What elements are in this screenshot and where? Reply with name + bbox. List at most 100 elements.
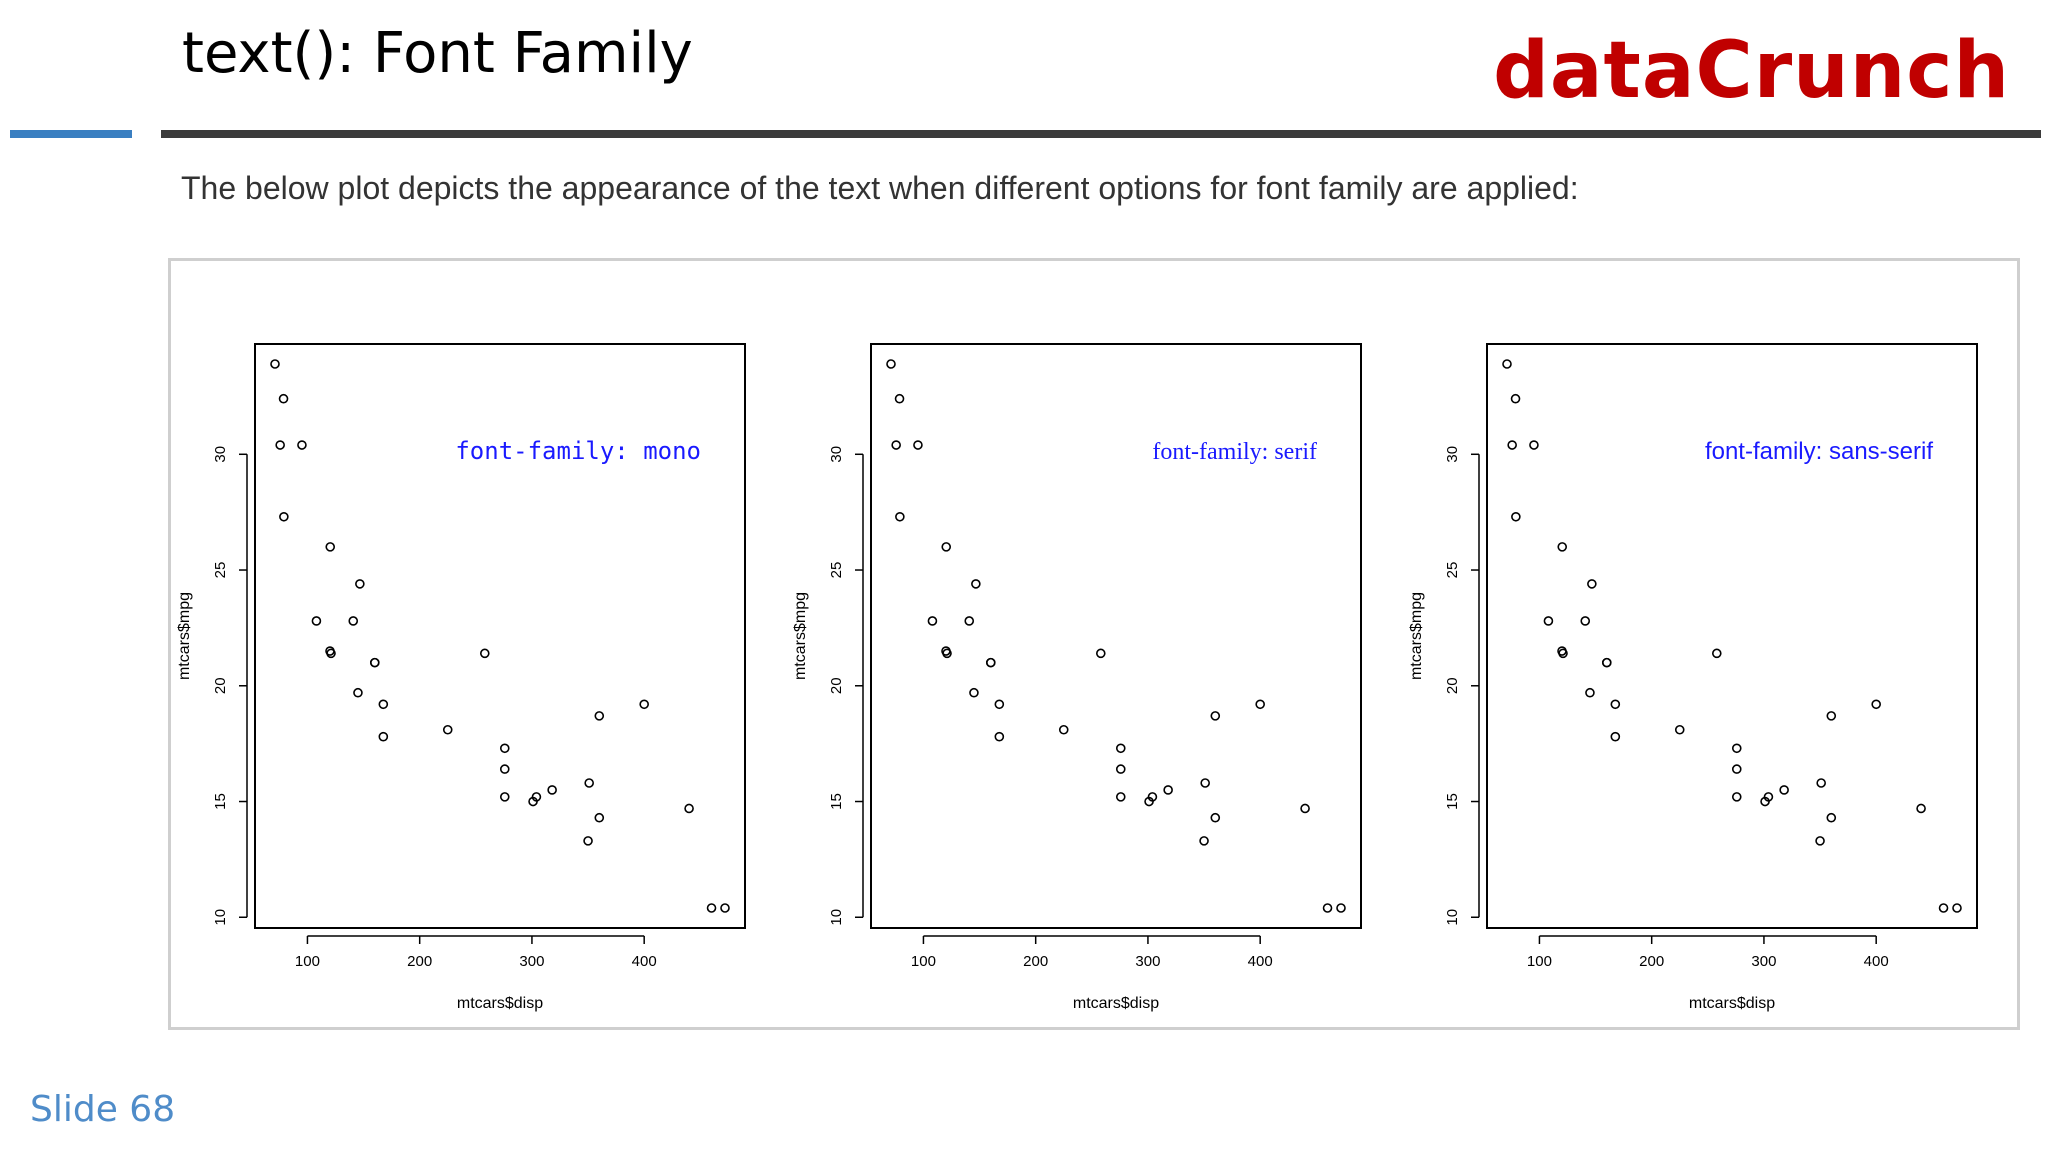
- data-point: [1816, 778, 1826, 788]
- data-point: [499, 792, 510, 802]
- data-point: [378, 699, 389, 710]
- data-point: [1115, 743, 1126, 754]
- data-point: [969, 687, 979, 698]
- data-point: [684, 803, 694, 814]
- data-point: [1610, 699, 1621, 710]
- data-point: [1610, 731, 1621, 742]
- x-tick-label: 300: [1135, 953, 1160, 970]
- y-tick-label: 10: [828, 909, 845, 926]
- data-point: [348, 616, 359, 626]
- data-point: [1300, 803, 1310, 814]
- data-point: [583, 836, 593, 846]
- data-point: [479, 648, 490, 659]
- x-tick-label: 400: [1248, 953, 1273, 970]
- data-point: [1711, 648, 1722, 659]
- data-point: [1336, 903, 1346, 913]
- data-point: [279, 511, 289, 522]
- data-point: [706, 903, 717, 913]
- data-point: [584, 778, 594, 788]
- data-point: [369, 657, 380, 668]
- data-point: [639, 699, 649, 710]
- x-tick-label: 200: [1639, 953, 1664, 970]
- data-point: [1587, 579, 1597, 589]
- data-point: [1674, 724, 1685, 735]
- data-point: [964, 616, 975, 626]
- data-point: [325, 542, 336, 552]
- data-point: [720, 903, 730, 913]
- data-point: [1826, 812, 1837, 823]
- slide-number: Slide 68: [30, 1089, 176, 1130]
- data-point: [971, 579, 981, 589]
- figure-frame: 100 200 300 400 mtcars$disp 10 15 20 25 30 mtcars$…: [168, 258, 2020, 1030]
- data-point: [913, 440, 923, 450]
- brand-logo: dataCrunch: [1493, 26, 2010, 116]
- data-point: [891, 440, 901, 450]
- data-point: [499, 743, 510, 754]
- data-point: [270, 359, 280, 369]
- y-axis-label: mtcars$mpg: [176, 592, 193, 680]
- data-point: [1952, 903, 1962, 913]
- y-tick-label: 25: [828, 562, 845, 579]
- data-point: [1815, 836, 1825, 846]
- y-tick-label: 15: [212, 793, 229, 810]
- data-point: [528, 796, 538, 807]
- y-tick-label: 25: [1444, 562, 1461, 579]
- x-tick-label: 200: [1023, 953, 1048, 970]
- data-point: [1163, 785, 1173, 795]
- data-point: [1731, 764, 1742, 774]
- data-point: [378, 731, 389, 742]
- y-tick-label: 20: [828, 677, 845, 694]
- y-tick-label: 30: [1444, 446, 1461, 463]
- data-point: [442, 724, 453, 735]
- data-point: [499, 764, 510, 774]
- y-tick-label: 15: [1444, 793, 1461, 810]
- charts-svg: 100 200 300 400 mtcars$disp 10 15 20 25 30 mtcars$…: [176, 343, 1978, 1012]
- y-tick-label: 30: [212, 446, 229, 463]
- data-point: [1557, 542, 1568, 552]
- data-point: [894, 393, 905, 404]
- y-tick-label: 10: [1444, 909, 1461, 926]
- x-axis-label: mtcars$disp: [457, 995, 543, 1012]
- plot-box: [254, 343, 746, 929]
- header-rule: [161, 130, 2041, 138]
- data-point: [278, 393, 289, 404]
- data-point: [1601, 657, 1612, 668]
- data-point: [942, 648, 952, 659]
- data-point: [355, 579, 365, 589]
- data-point: [1199, 836, 1209, 846]
- data-point: [1826, 711, 1837, 721]
- data-point: [994, 731, 1005, 742]
- x-tick-label: 300: [1751, 953, 1776, 970]
- y-axis-label: mtcars$mpg: [1408, 592, 1425, 680]
- y-tick-label: 20: [1444, 677, 1461, 694]
- x-tick-label: 100: [1527, 953, 1552, 970]
- x-axis-label: mtcars$disp: [1073, 995, 1159, 1012]
- data-point: [353, 687, 363, 698]
- data-point: [1558, 648, 1568, 659]
- data-point: [547, 785, 557, 795]
- y-tick-label: 30: [828, 446, 845, 463]
- data-point: [985, 657, 996, 668]
- x-tick-label: 400: [1864, 953, 1889, 970]
- data-point: [1058, 724, 1069, 735]
- scatter-panel-2: 100 200 300 400 mtcars$disp 10 15 20 25 30 mtcars$…: [792, 343, 1362, 1012]
- data-point: [1760, 796, 1770, 807]
- data-point: [1779, 785, 1789, 795]
- data-point: [1115, 792, 1126, 802]
- scatter-panel-1: 100 200 300 400 mtcars$disp 10 15 20 25 30 mtcars$…: [176, 343, 746, 1012]
- data-point: [1095, 648, 1106, 659]
- data-point: [1585, 687, 1595, 698]
- data-point: [594, 812, 605, 823]
- data-point: [1507, 440, 1517, 450]
- data-point: [297, 440, 307, 450]
- x-tick-label: 400: [632, 953, 657, 970]
- y-tick-label: 15: [828, 793, 845, 810]
- data-point: [1144, 796, 1154, 807]
- data-point: [927, 616, 938, 626]
- data-point: [311, 616, 322, 626]
- data-point: [1322, 903, 1333, 913]
- slide-title: text(): Font Family: [182, 21, 693, 86]
- data-point: [1502, 359, 1512, 369]
- data-point: [941, 542, 952, 552]
- data-point: [1543, 616, 1554, 626]
